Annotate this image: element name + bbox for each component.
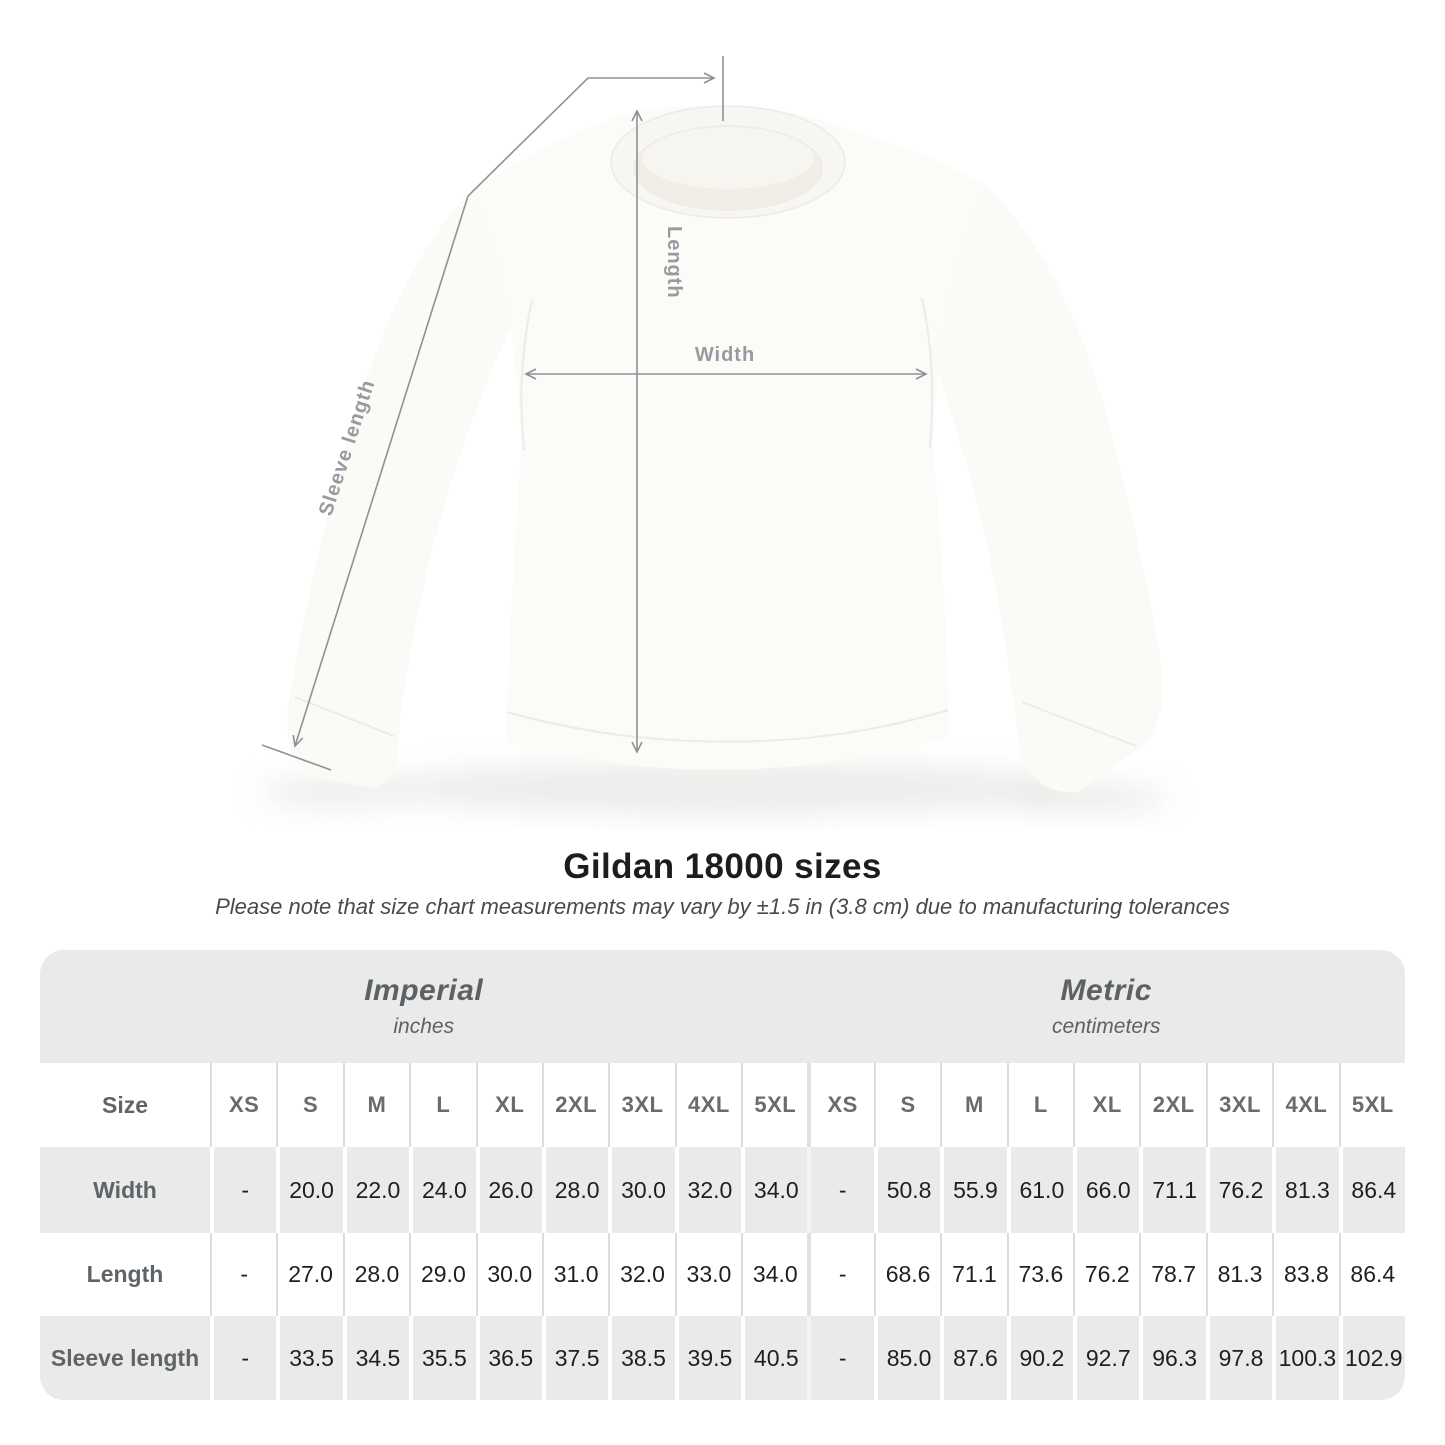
size-header-cell: 2XL: [1139, 1063, 1206, 1147]
width-label: Width: [695, 344, 755, 366]
value-cell: 92.7: [1073, 1316, 1140, 1400]
value-cell: 31.0: [541, 1233, 609, 1316]
size-header-cell: XS: [210, 1063, 277, 1147]
value-cell: 30.0: [608, 1147, 675, 1233]
section-title: Imperial: [364, 974, 484, 1007]
value-cell: 102.9: [1338, 1316, 1405, 1400]
size-chart-title: Gildan 18000 sizes: [563, 847, 882, 886]
size-header-cell: 3XL: [1205, 1063, 1273, 1147]
tolerance-note: Please note that size chart measurements…: [215, 894, 1230, 919]
value-cell: 28.0: [342, 1233, 410, 1316]
value-cell: 73.6: [1006, 1233, 1074, 1316]
size-header-cell: 5XL: [1338, 1063, 1405, 1147]
value-cell: 37.5: [541, 1316, 609, 1400]
value-cell: 34.5: [342, 1316, 410, 1400]
value-cell: 24.0: [409, 1147, 476, 1233]
size-header-cell: 4XL: [1272, 1063, 1339, 1147]
value-cell: 28.0: [541, 1147, 609, 1233]
value-cell: 76.2: [1073, 1233, 1140, 1316]
value-cell: 50.8: [873, 1147, 941, 1233]
value-cell: 97.8: [1205, 1316, 1273, 1400]
value-cell: 96.3: [1139, 1316, 1206, 1400]
value-cell: 85.0: [873, 1316, 941, 1400]
sleeve-measure-line: [292, 72, 716, 748]
cuff-tick: [261, 744, 332, 771]
value-cell: 38.5: [608, 1316, 675, 1400]
value-cell: 30.0: [475, 1233, 542, 1316]
size-header-cell: 5XL: [741, 1063, 808, 1147]
value-cell: 66.0: [1073, 1147, 1140, 1233]
value-cell: 86.4: [1338, 1233, 1405, 1316]
size-header-cell: M: [940, 1063, 1007, 1147]
size-header-cell: S: [276, 1063, 343, 1147]
value-cell: -: [807, 1147, 874, 1233]
garment-shadow: [260, 762, 1168, 814]
value-cell: 87.6: [940, 1316, 1007, 1400]
measurement-lines: [261, 56, 928, 771]
section-unit: inches: [393, 1015, 455, 1038]
value-cell: 40.5: [741, 1316, 808, 1400]
value-cell: 33.5: [276, 1316, 343, 1400]
value-cell: 86.4: [1338, 1147, 1405, 1233]
row-label: Sleeve length: [40, 1316, 210, 1400]
size-header-cell: 3XL: [608, 1063, 675, 1147]
value-cell: 34.0: [741, 1233, 808, 1316]
value-cell: 76.2: [1205, 1147, 1273, 1233]
value-cell: -: [210, 1147, 277, 1233]
value-cell: 71.1: [1139, 1147, 1206, 1233]
value-cell: 32.0: [608, 1233, 675, 1316]
size-header-cell: L: [409, 1063, 476, 1147]
value-cell: 34.0: [741, 1147, 808, 1233]
size-header-cell: XL: [1073, 1063, 1140, 1147]
value-cell: 33.0: [674, 1233, 742, 1316]
value-cell: 71.1: [940, 1233, 1007, 1316]
value-cell: -: [807, 1316, 874, 1400]
value-cell: 90.2: [1006, 1316, 1074, 1400]
value-cell: 55.9: [940, 1147, 1007, 1233]
sweatshirt-illustration: Length Width Sleeve length: [260, 56, 1168, 814]
size-header-cell: XL: [475, 1063, 542, 1147]
size-header-cell: L: [1006, 1063, 1074, 1147]
size-header-cell: 2XL: [541, 1063, 609, 1147]
row-label: Width: [40, 1147, 210, 1233]
value-cell: -: [807, 1233, 874, 1316]
value-cell: 32.0: [674, 1147, 742, 1233]
size-header-cell: M: [342, 1063, 410, 1147]
value-cell: 35.5: [409, 1316, 476, 1400]
right-sleeve: [911, 186, 1163, 793]
value-cell: 36.5: [475, 1316, 542, 1400]
value-cell: -: [210, 1316, 277, 1400]
size-header-cell: XS: [807, 1063, 874, 1147]
value-cell: 81.3: [1205, 1233, 1273, 1316]
value-cell: 81.3: [1272, 1147, 1339, 1233]
value-cell: 100.3: [1272, 1316, 1339, 1400]
metric-section-header: Metric centimeters: [807, 950, 1405, 1063]
value-cell: 78.7: [1139, 1233, 1206, 1316]
value-cell: -: [210, 1233, 277, 1316]
size-header-cell: 4XL: [674, 1063, 742, 1147]
section-unit: centimeters: [1051, 1015, 1161, 1038]
value-cell: 29.0: [409, 1233, 476, 1316]
size-column-header: Size: [40, 1063, 210, 1147]
value-cell: 61.0: [1006, 1147, 1074, 1233]
value-cell: 39.5: [674, 1316, 742, 1400]
sweatshirt-body: [287, 105, 1163, 793]
value-cell: 68.6: [873, 1233, 941, 1316]
value-cell: 27.0: [276, 1233, 343, 1316]
imperial-section-header: Imperial inches: [40, 950, 808, 1063]
row-label: Length: [40, 1233, 210, 1316]
value-cell: 83.8: [1272, 1233, 1339, 1316]
section-title: Metric: [1060, 974, 1152, 1007]
value-cell: 26.0: [475, 1147, 542, 1233]
value-cell: 22.0: [342, 1147, 410, 1233]
value-cell: 20.0: [276, 1147, 343, 1233]
length-label: Length: [663, 226, 685, 299]
size-header-cell: S: [873, 1063, 941, 1147]
size-table: Imperial inches Metric centimeters Size XS S M L…: [40, 950, 1405, 1400]
